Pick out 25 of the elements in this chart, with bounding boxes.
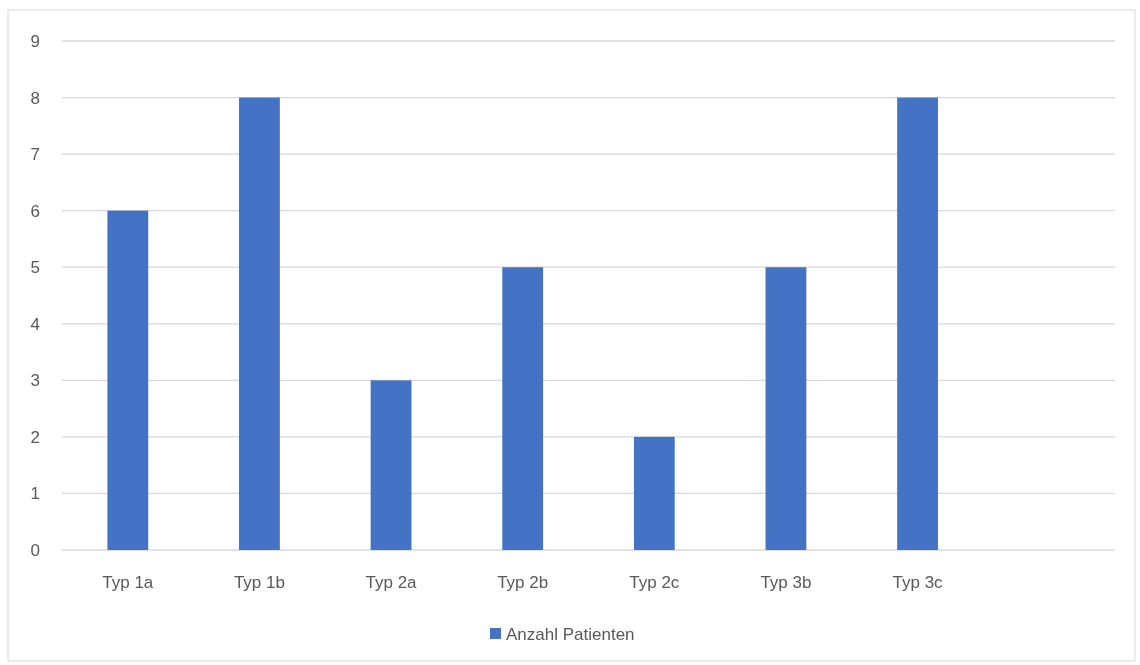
- x-tick-label: Typ 2b: [497, 573, 549, 592]
- y-tick-label: 9: [30, 31, 40, 51]
- bar: [502, 267, 544, 550]
- legend-label: Anzahl Patienten: [506, 624, 635, 644]
- y-tick-label: 3: [30, 371, 40, 391]
- y-tick-label: 4: [30, 314, 40, 334]
- y-tick-label: 8: [30, 88, 40, 108]
- y-tick-label: 2: [30, 427, 40, 447]
- y-tick-label: 1: [30, 484, 40, 504]
- y-tick-label: 6: [30, 201, 40, 221]
- x-tick-label: Typ 1b: [233, 573, 285, 592]
- y-tick-label: 0: [30, 540, 40, 560]
- bar: [107, 210, 149, 550]
- x-tick-label: Typ 1a: [102, 573, 154, 592]
- x-tick-label: Typ 2a: [365, 573, 418, 592]
- y-tick-label: 7: [30, 145, 40, 165]
- bar: [765, 267, 807, 550]
- x-tick-label: Typ 3b: [760, 573, 812, 592]
- bar: [370, 380, 412, 550]
- x-tick-label: Typ 2c: [629, 573, 680, 592]
- bar: [633, 436, 675, 550]
- bar: [897, 97, 938, 550]
- bar: [239, 97, 280, 550]
- x-tick-label: Typ 3c: [892, 573, 944, 592]
- y-tick-label: 5: [30, 258, 40, 278]
